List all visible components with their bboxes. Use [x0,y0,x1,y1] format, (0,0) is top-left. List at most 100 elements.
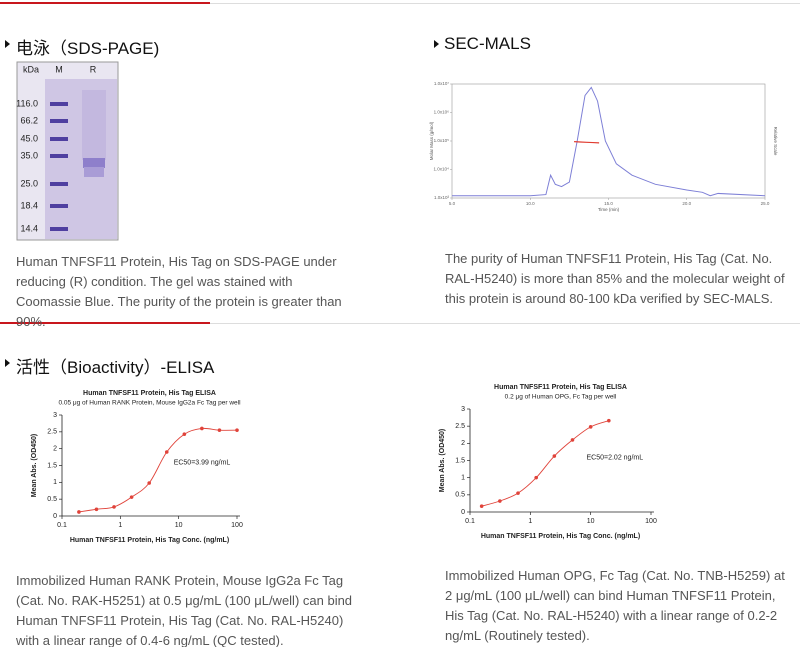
gel-smear [82,90,106,160]
chart-title: Human TNFSF11 Protein, His Tag ELISA [494,384,627,391]
marker-label: 25.0 [20,178,38,188]
gel-image: kDa M R 116.0 66.2 45.0 35.0 25.0 18.4 14.4 [16,61,119,241]
x-axis-label: Human TNFSF11 Protein, His Tag Conc. (ng… [481,533,640,540]
annotation: EC50=2.02 ng/mL [586,454,643,461]
x-tick-label: 0.1 [57,522,67,529]
y-axis-label: Molar Mass (g/mol) [429,121,434,160]
top-rule [0,3,800,4]
y-tick-label: 2.5 [455,423,465,430]
caption: Immobilized Human OPG, Fc Tag (Cat. No. … [445,568,785,643]
data-point [498,499,502,503]
y-tick-label: 0 [53,513,57,520]
chart-subtitle: 0.05 μg of Human RANK Protein, Mouse IgG… [58,400,241,407]
section-title: 活性（Bioactivity）-ELISA [16,358,215,377]
lane-label: R [90,64,97,74]
y-tick-label: 2 [461,440,465,447]
data-point [77,510,81,514]
series-line [452,86,766,197]
divider [0,323,800,324]
marker-band [50,137,68,141]
x-tick-label: 5.0 [449,201,456,206]
caption: The purity of Human TNFSF11 Protein, His… [445,251,785,306]
data-point [479,504,484,508]
section-title: 电泳（SDS-PAGE) [16,39,160,58]
x-tick-label: 10.0 [526,201,535,206]
y-axis-label: Mean Abs. (OD450) [31,434,38,498]
marker-label: 14.4 [20,223,38,233]
plot-frame [451,83,766,199]
bullet [5,359,10,367]
data-point [217,428,222,432]
marker-label: 45.0 [20,133,38,143]
x-tick-label: 0.1 [465,518,475,525]
y-tick-label: 0 [461,509,465,516]
bullet [5,40,10,48]
x-tick-label: 100 [231,522,243,529]
y-tick-label: 1.0x10⁴ [434,167,450,172]
marker-band [50,227,68,231]
gel-unit: kDa [23,64,39,74]
y-tick-label: 2 [53,446,57,453]
y-tick-label: 1.0x10⁷ [434,81,450,86]
x-tick-label: 20.0 [682,201,691,206]
series-line [574,141,600,144]
top-accent [0,2,210,4]
caption: Immobilized Human RANK Protein, Mouse Ig… [16,573,353,647]
data-point [552,454,557,458]
fit-curve [481,420,609,507]
y-tick-label: 3 [53,412,57,419]
data-point [516,491,520,495]
data-point [94,507,99,512]
y-axis-label: Mean Abs. (OD450) [439,429,446,493]
y-tick-label: 1.0x10⁶ [434,110,450,115]
marker-label: 116.0 [16,98,38,108]
marker-band [50,154,68,158]
section-title: SEC-MALS [444,34,531,53]
gel-band [84,167,104,177]
x-tick-label: 25.0 [761,201,770,206]
bullet [434,40,439,48]
data-point [588,425,593,429]
y-tick-label: 2.5 [47,429,57,436]
x-tick-label: 1 [528,518,532,525]
y-tick-label: 1.0x10³ [434,195,450,200]
chart-subtitle: 0.2 μg of Human OPG, Fc Tag per well [505,394,617,401]
marker-band [50,102,68,106]
y-tick-label: 1.0x10⁵ [434,138,450,143]
y-tick-label: 1.5 [47,462,57,469]
y-tick-label: 0.5 [47,496,57,503]
x-tick-label: 15.0 [604,201,613,206]
lane-label: M [55,64,63,74]
y2-axis-label: Relative Scale [773,127,778,156]
y-tick-label: 1.5 [455,457,465,464]
y-tick-label: 1 [461,475,465,482]
x-tick-label: 10 [175,522,183,529]
marker-label: 35.0 [20,150,38,160]
data-point [112,505,116,509]
x-tick-label: 1 [118,522,122,529]
x-tick-label: 100 [645,518,657,525]
data-point [534,475,538,480]
caption: Human TNFSF11 Protein, His Tag on SDS-PA… [16,254,342,329]
fit-curve [78,427,238,513]
data-point [147,481,151,485]
gel-band [83,158,105,168]
x-axis-label: Human TNFSF11 Protein, His Tag Conc. (ng… [70,537,229,544]
data-point [129,495,134,499]
chart-title: Human TNFSF11 Protein, His Tag ELISA [83,390,216,397]
annotation: EC50=3.99 ng/mL [174,459,231,466]
data-point [570,438,575,442]
marker-label: 66.2 [20,115,38,125]
elisa-chart: Human TNFSF11 Protein, His Tag ELISA 0.2 … [439,384,657,540]
y-tick-label: 0.5 [455,492,465,499]
y-tick-label: 3 [461,406,465,413]
x-axis-label: Time (min) [598,207,620,212]
y-tick-label: 1 [53,479,57,486]
data-point [200,426,204,431]
marker-label: 18.4 [20,200,38,210]
data-point [607,418,611,423]
data-point [235,428,239,432]
data-point [182,432,187,436]
